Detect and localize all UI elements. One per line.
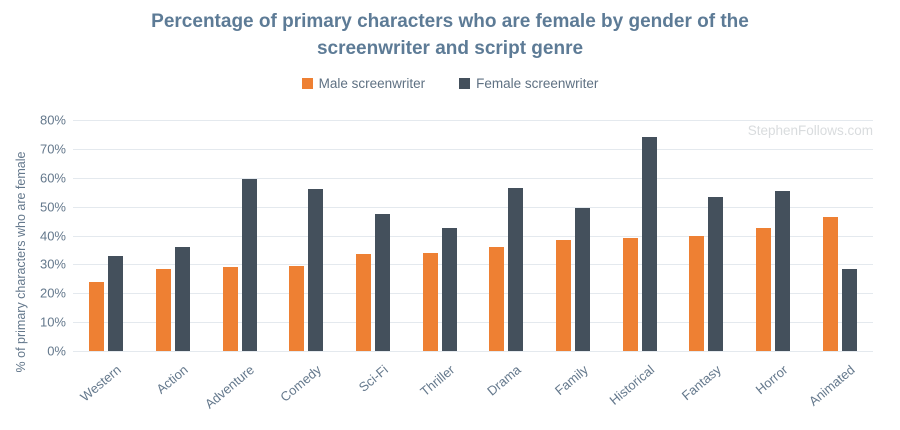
- y-tick-0: 0%: [47, 343, 66, 359]
- plot-area: 0% 10% 20% 30% 40% 50% 60% 70% 80% Western Action A…: [40, 113, 873, 412]
- x-label-thriller: Thriller: [417, 362, 458, 400]
- x-label-comedy: Comedy: [277, 362, 324, 405]
- bar-male-screenwriter-historical: [622, 238, 638, 351]
- bar-male-screenwriter-adventure: [222, 267, 238, 351]
- y-tick-20: 20%: [39, 285, 66, 301]
- bar-group-thriller: [406, 120, 473, 351]
- bar-female-screenwriter-horror: [775, 190, 791, 351]
- y-tick-50: 50%: [39, 199, 66, 215]
- x-label-fantasy: Fantasy: [678, 362, 724, 404]
- x-label-historical: Historical: [606, 362, 658, 408]
- gridline-60: [73, 177, 873, 179]
- bar-male-screenwriter-action: [156, 268, 171, 351]
- y-tick-40: 40%: [39, 228, 66, 243]
- bar-group-comedy: [273, 120, 340, 351]
- bar-male-screenwriter-comedy: [289, 265, 305, 351]
- gridline-50: [73, 206, 873, 208]
- female-screenwriter-swatch-icon: [459, 78, 471, 89]
- y-tick-10: 10%: [39, 314, 66, 330]
- bar-male-screenwriter-thriller: [422, 252, 438, 351]
- gridline-30: [73, 264, 873, 266]
- bar-female-screenwriter-western: [108, 255, 124, 351]
- bar-male-screenwriter-fantasy: [689, 235, 705, 351]
- x-label-drama: Drama: [484, 362, 524, 399]
- watermark: StephenFollows.com: [747, 123, 873, 138]
- legend-label-male: Male screenwriter: [318, 76, 426, 91]
- gridline-20: [73, 293, 873, 295]
- bar-group-western: [73, 120, 140, 351]
- x-label-adventure: Adventure: [202, 362, 258, 412]
- male-screenwriter-swatch-icon: [301, 78, 313, 89]
- legend-item-female-screenwriter: Female screenwriter: [459, 76, 598, 91]
- bar-female-screenwriter-fantasy: [708, 196, 724, 351]
- gridline-80: [73, 120, 873, 121]
- y-axis-title: % of primary characters who are female: [14, 151, 28, 373]
- x-label-western: Western: [77, 362, 124, 405]
- bar-groups: [73, 120, 873, 351]
- x-label-sci-fi: Sci-Fi: [355, 362, 391, 395]
- x-label-action: Action: [153, 362, 191, 397]
- legend: Male screenwriter Female screenwriter: [0, 76, 900, 91]
- gridline-70: [73, 148, 873, 150]
- bar-female-screenwriter-thriller: [441, 228, 457, 351]
- bar-female-screenwriter-animated: [841, 268, 857, 351]
- y-tick-80: 80%: [39, 112, 66, 128]
- bar-group-horror: [740, 120, 807, 351]
- bar-group-fantasy: [673, 120, 740, 351]
- bar-female-screenwriter-drama: [508, 187, 524, 351]
- x-label-animated: Animated: [805, 362, 858, 409]
- bar-male-screenwriter-family: [556, 239, 572, 351]
- bar-group-animated: [806, 120, 873, 351]
- bar-female-screenwriter-action: [175, 247, 190, 351]
- y-tick-30: 30%: [39, 256, 66, 272]
- bar-group-sci-fi: [340, 120, 407, 351]
- gridline-0: [73, 351, 873, 352]
- bar-group-adventure: [206, 120, 273, 351]
- bar-female-screenwriter-sci-fi: [375, 213, 391, 351]
- y-tick-70: 70%: [39, 141, 66, 157]
- x-label-family: Family: [551, 362, 591, 399]
- bar-female-screenwriter-adventure: [241, 179, 257, 351]
- bar-male-screenwriter-horror: [756, 228, 772, 351]
- bar-male-screenwriter-drama: [489, 247, 505, 351]
- bar-group-family: [540, 120, 607, 351]
- bar-group-action: [140, 120, 207, 351]
- bar-male-screenwriter-sci-fi: [356, 254, 372, 351]
- gridline-40: [73, 235, 873, 237]
- chart-title: Percentage of primary characters who are…: [151, 11, 749, 59]
- bar-female-screenwriter-historical: [641, 137, 657, 351]
- gridline-10: [73, 322, 873, 324]
- bar-female-screenwriter-comedy: [308, 189, 324, 351]
- x-label-horror: Horror: [752, 362, 791, 398]
- y-tick-60: 60%: [39, 170, 66, 186]
- bar-male-screenwriter-animated: [822, 216, 838, 351]
- bar-group-drama: [473, 120, 540, 351]
- bar-group-historical: [606, 120, 673, 351]
- legend-label-female: Female screenwriter: [476, 76, 599, 91]
- bar-female-screenwriter-family: [575, 208, 591, 351]
- legend-item-male-screenwriter: Male screenwriter: [301, 76, 426, 91]
- bar-male-screenwriter-western: [89, 281, 105, 351]
